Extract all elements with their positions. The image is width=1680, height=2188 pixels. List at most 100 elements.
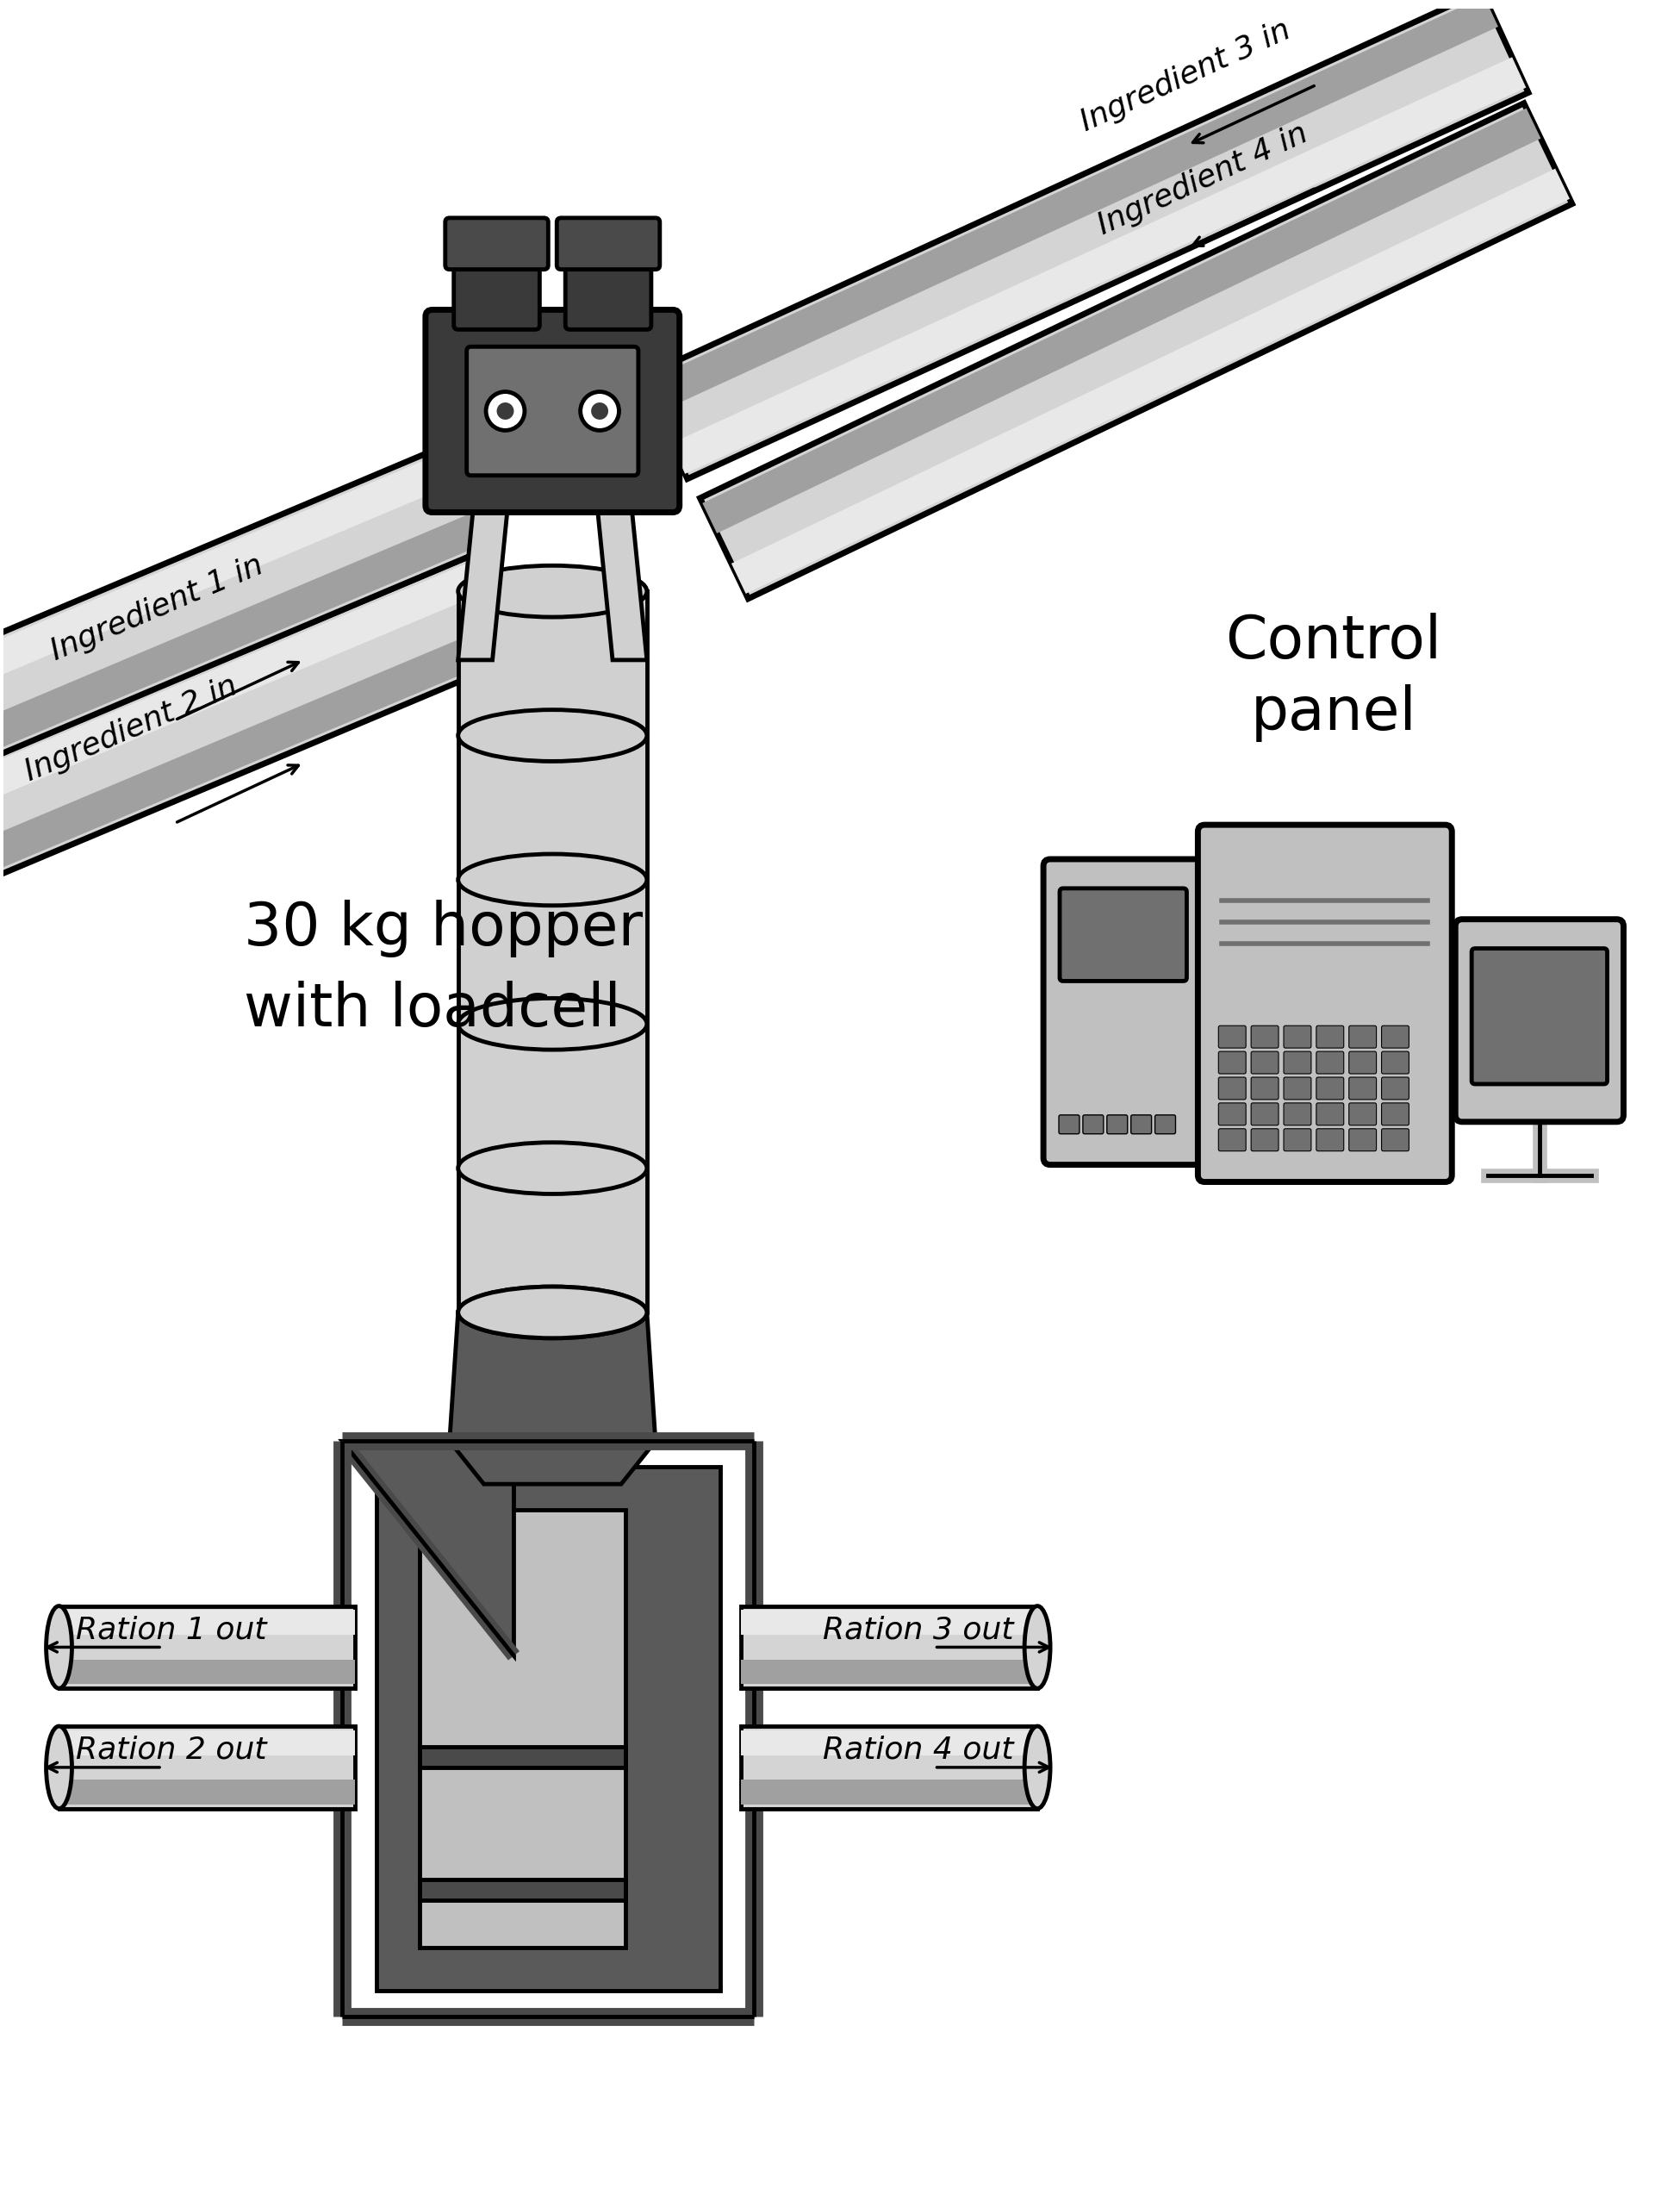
- FancyBboxPatch shape: [1198, 825, 1452, 1182]
- Ellipse shape: [459, 998, 647, 1050]
- FancyBboxPatch shape: [1472, 947, 1608, 1083]
- Text: Ingredient 4 in: Ingredient 4 in: [1094, 118, 1312, 241]
- Polygon shape: [0, 549, 531, 899]
- FancyBboxPatch shape: [1218, 1052, 1247, 1074]
- Text: Ration 3 out: Ration 3 out: [823, 1615, 1013, 1645]
- Ellipse shape: [1025, 1726, 1050, 1809]
- FancyBboxPatch shape: [1349, 1052, 1376, 1074]
- FancyBboxPatch shape: [1252, 1129, 1278, 1151]
- Ellipse shape: [1025, 1606, 1050, 1689]
- FancyBboxPatch shape: [1058, 1116, 1080, 1133]
- FancyBboxPatch shape: [1060, 888, 1186, 980]
- Ellipse shape: [459, 565, 647, 617]
- Polygon shape: [450, 1442, 655, 1483]
- FancyBboxPatch shape: [1284, 1076, 1310, 1101]
- Polygon shape: [731, 168, 1569, 593]
- Polygon shape: [343, 1442, 514, 1656]
- Polygon shape: [59, 1731, 354, 1755]
- FancyBboxPatch shape: [1349, 1026, 1376, 1048]
- FancyBboxPatch shape: [425, 311, 679, 512]
- Ellipse shape: [45, 1726, 72, 1809]
- Polygon shape: [741, 1659, 1037, 1685]
- Ellipse shape: [497, 403, 514, 420]
- FancyBboxPatch shape: [1381, 1052, 1410, 1074]
- FancyBboxPatch shape: [1107, 1116, 1127, 1133]
- Polygon shape: [0, 554, 502, 834]
- Polygon shape: [59, 1779, 354, 1805]
- Text: Ration 4 out: Ration 4 out: [823, 1735, 1013, 1766]
- FancyBboxPatch shape: [1381, 1129, 1410, 1151]
- Polygon shape: [701, 103, 1572, 600]
- Ellipse shape: [580, 392, 618, 431]
- Text: Control
panel: Control panel: [1225, 613, 1441, 742]
- FancyBboxPatch shape: [1218, 1076, 1247, 1101]
- FancyBboxPatch shape: [1284, 1052, 1310, 1074]
- Ellipse shape: [591, 403, 608, 420]
- Polygon shape: [376, 1466, 719, 1991]
- Polygon shape: [420, 1879, 625, 1899]
- FancyBboxPatch shape: [1349, 1129, 1376, 1151]
- Polygon shape: [741, 1731, 1037, 1755]
- Ellipse shape: [459, 853, 647, 906]
- FancyBboxPatch shape: [566, 252, 652, 330]
- FancyBboxPatch shape: [1381, 1026, 1410, 1048]
- FancyBboxPatch shape: [1317, 1026, 1344, 1048]
- FancyBboxPatch shape: [1084, 1116, 1104, 1133]
- FancyBboxPatch shape: [1284, 1026, 1310, 1048]
- FancyBboxPatch shape: [1218, 1103, 1247, 1125]
- Ellipse shape: [459, 709, 647, 761]
- FancyBboxPatch shape: [1381, 1103, 1410, 1125]
- Polygon shape: [741, 1726, 1037, 1809]
- Polygon shape: [59, 1610, 354, 1634]
- Polygon shape: [741, 1779, 1037, 1805]
- Polygon shape: [450, 1313, 655, 1442]
- Text: Ration 2 out: Ration 2 out: [76, 1735, 267, 1766]
- Polygon shape: [670, 57, 1525, 475]
- FancyBboxPatch shape: [1349, 1103, 1376, 1125]
- Polygon shape: [0, 615, 529, 895]
- Polygon shape: [643, 0, 1499, 414]
- FancyBboxPatch shape: [1317, 1129, 1344, 1151]
- FancyBboxPatch shape: [1284, 1129, 1310, 1151]
- Polygon shape: [59, 1659, 354, 1685]
- FancyBboxPatch shape: [1317, 1076, 1344, 1101]
- Polygon shape: [595, 488, 647, 661]
- Polygon shape: [459, 591, 647, 1313]
- Polygon shape: [59, 1606, 354, 1689]
- Text: Ration 1 out: Ration 1 out: [76, 1615, 267, 1645]
- FancyBboxPatch shape: [1218, 1026, 1247, 1048]
- FancyBboxPatch shape: [1131, 1116, 1151, 1133]
- Ellipse shape: [486, 392, 524, 431]
- FancyBboxPatch shape: [556, 219, 660, 269]
- Polygon shape: [0, 512, 486, 775]
- FancyBboxPatch shape: [1381, 1076, 1410, 1101]
- FancyBboxPatch shape: [1252, 1026, 1278, 1048]
- FancyBboxPatch shape: [1284, 1103, 1310, 1125]
- FancyBboxPatch shape: [445, 219, 548, 269]
- Polygon shape: [459, 488, 509, 661]
- Polygon shape: [0, 446, 489, 781]
- Polygon shape: [0, 451, 460, 713]
- FancyBboxPatch shape: [1455, 919, 1623, 1122]
- FancyBboxPatch shape: [1317, 1052, 1344, 1074]
- Polygon shape: [702, 107, 1541, 534]
- Text: Ingredient 3 in: Ingredient 3 in: [1075, 15, 1295, 138]
- Polygon shape: [741, 1610, 1037, 1634]
- FancyBboxPatch shape: [1218, 1129, 1247, 1151]
- FancyBboxPatch shape: [1154, 1116, 1176, 1133]
- FancyBboxPatch shape: [1252, 1103, 1278, 1125]
- Ellipse shape: [459, 1142, 647, 1195]
- FancyBboxPatch shape: [454, 252, 539, 330]
- FancyBboxPatch shape: [467, 346, 638, 475]
- Text: Ingredient 1 in: Ingredient 1 in: [45, 551, 267, 667]
- FancyBboxPatch shape: [1252, 1052, 1278, 1074]
- Ellipse shape: [45, 1606, 72, 1689]
- FancyBboxPatch shape: [1317, 1103, 1344, 1125]
- Text: Ingredient 2 in: Ingredient 2 in: [20, 672, 242, 785]
- FancyBboxPatch shape: [1043, 860, 1203, 1164]
- Polygon shape: [420, 1748, 625, 1768]
- Polygon shape: [59, 1726, 354, 1809]
- Polygon shape: [741, 1606, 1037, 1689]
- Text: 30 kg hopper
with loadcell: 30 kg hopper with loadcell: [244, 899, 642, 1037]
- Ellipse shape: [459, 1287, 647, 1339]
